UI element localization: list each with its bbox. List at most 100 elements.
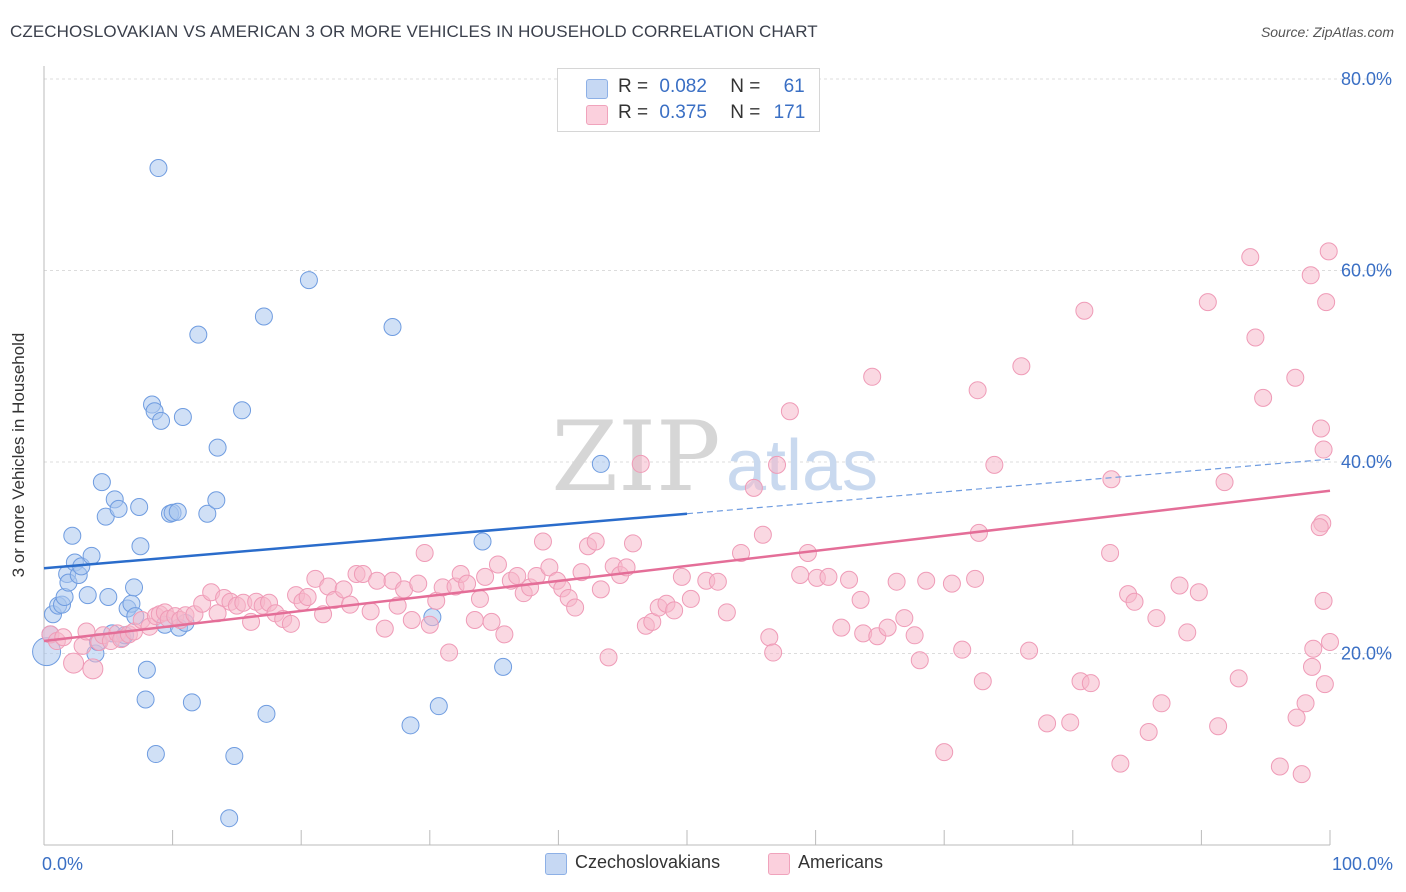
data-point-american — [82, 658, 104, 680]
y-tick-label: 20.0% — [1341, 644, 1392, 664]
data-point-american — [1287, 708, 1306, 727]
bottom-legend-swatch-blue — [545, 853, 567, 875]
data-point-american — [1198, 293, 1217, 312]
data-point-american — [1292, 765, 1311, 784]
data-point-czechoslovakian — [131, 537, 150, 556]
data-point-american — [572, 563, 591, 582]
data-point-american — [1310, 518, 1329, 537]
data-point-american — [1314, 591, 1333, 610]
series-czechoslovakians — [32, 159, 610, 828]
data-point-czechoslovakian — [198, 504, 217, 523]
data-point-american — [887, 572, 906, 591]
bottom-legend-label: Americans — [798, 852, 884, 872]
data-point-american — [1302, 657, 1321, 676]
data-point-american — [1102, 470, 1121, 489]
data-point-american — [63, 652, 85, 674]
data-point-american — [1315, 675, 1334, 694]
grid-lines — [44, 78, 1392, 654]
data-point-czechoslovakian — [63, 526, 82, 545]
data-point-american — [1125, 592, 1144, 611]
data-point-american — [440, 643, 459, 662]
data-point-czechoslovakian — [152, 411, 171, 430]
data-point-american — [599, 648, 618, 667]
data-point-american — [1317, 293, 1336, 312]
data-point-american — [732, 543, 751, 562]
axes — [43, 66, 1331, 846]
data-point-czechoslovakian — [92, 473, 111, 492]
legend-n-value: 171 — [773, 102, 806, 123]
data-point-american — [458, 574, 477, 593]
legend-n-label: N = — [730, 76, 761, 97]
data-point-czechoslovakian — [137, 660, 156, 679]
data-point-american — [1209, 717, 1228, 736]
data-point-american — [1170, 576, 1189, 595]
data-point-american — [973, 672, 992, 691]
data-point-american — [409, 574, 428, 593]
data-point-czechoslovakian — [146, 745, 165, 764]
data-point-czechoslovakian — [257, 704, 276, 723]
data-point-american — [895, 609, 914, 628]
data-point-czechoslovakian — [225, 746, 244, 765]
data-point-american — [681, 589, 700, 608]
data-point-czechoslovakian — [99, 588, 118, 607]
data-point-american — [470, 589, 489, 608]
data-point-american — [533, 532, 552, 551]
data-point-american — [1020, 641, 1039, 660]
legend-n-label: N = — [730, 102, 761, 123]
data-point-czechoslovakian — [591, 454, 610, 473]
data-point-american — [495, 625, 514, 644]
y-tick-label: 40.0% — [1341, 452, 1392, 472]
legend-r-label: R = — [618, 102, 649, 123]
data-point-american — [760, 628, 779, 647]
y-axis-label: 3 or more Vehicles in Household — [9, 332, 28, 578]
data-point-czechoslovakian — [208, 438, 227, 457]
data-point-czechoslovakian — [494, 657, 513, 676]
data-point-american — [631, 454, 650, 473]
data-point-american — [540, 558, 559, 577]
legend-swatch-blue — [586, 79, 608, 99]
data-point-american — [1286, 368, 1305, 387]
data-point-american — [298, 588, 317, 607]
data-point-czechoslovakian — [189, 325, 208, 344]
data-point-american — [764, 643, 783, 662]
trend-lines — [43, 458, 1331, 643]
data-point-czechoslovakian — [182, 693, 201, 712]
data-point-american — [281, 614, 300, 633]
data-point-czechoslovakian — [383, 317, 402, 336]
data-point-american — [375, 619, 394, 638]
data-point-american — [672, 567, 691, 586]
data-point-american — [942, 574, 961, 593]
data-point-czechoslovakian — [82, 546, 101, 565]
x-tick-label: 0.0% — [42, 854, 83, 874]
data-point-american — [968, 381, 987, 400]
data-point-american — [1314, 440, 1333, 459]
trend-line-czechoslovakians — [43, 512, 688, 570]
data-point-american — [917, 571, 936, 590]
data-point-american — [465, 610, 484, 629]
data-point-czechoslovakian — [109, 499, 128, 518]
trend-line-czechoslovakians-extension — [686, 458, 1331, 515]
data-point-american — [1229, 669, 1248, 688]
data-point-american — [910, 651, 929, 670]
data-point-american — [1215, 473, 1234, 492]
data-point-american — [488, 555, 507, 574]
chart-title: CZECHOSLOVAKIAN VS AMERICAN 3 OR MORE VE… — [10, 22, 818, 41]
data-point-czechoslovakian — [233, 401, 252, 420]
data-point-american — [819, 567, 838, 586]
data-point-american — [623, 534, 642, 553]
data-point-czechoslovakian — [173, 407, 192, 426]
data-point-american — [1319, 242, 1338, 261]
legend-swatch-pink — [586, 105, 608, 125]
data-point-american — [768, 455, 787, 474]
data-point-american — [482, 612, 501, 631]
data-point-american — [1101, 543, 1120, 562]
data-point-american — [753, 525, 772, 544]
data-point-czechoslovakian — [207, 491, 226, 510]
data-point-czechoslovakian — [149, 159, 168, 178]
data-point-american — [780, 402, 799, 421]
legend-r-value: 0.375 — [659, 102, 707, 123]
data-point-czechoslovakian — [254, 307, 273, 326]
legend-r-label: R = — [618, 76, 649, 97]
legend-r-value: 0.082 — [659, 76, 707, 97]
data-point-american — [508, 566, 527, 585]
